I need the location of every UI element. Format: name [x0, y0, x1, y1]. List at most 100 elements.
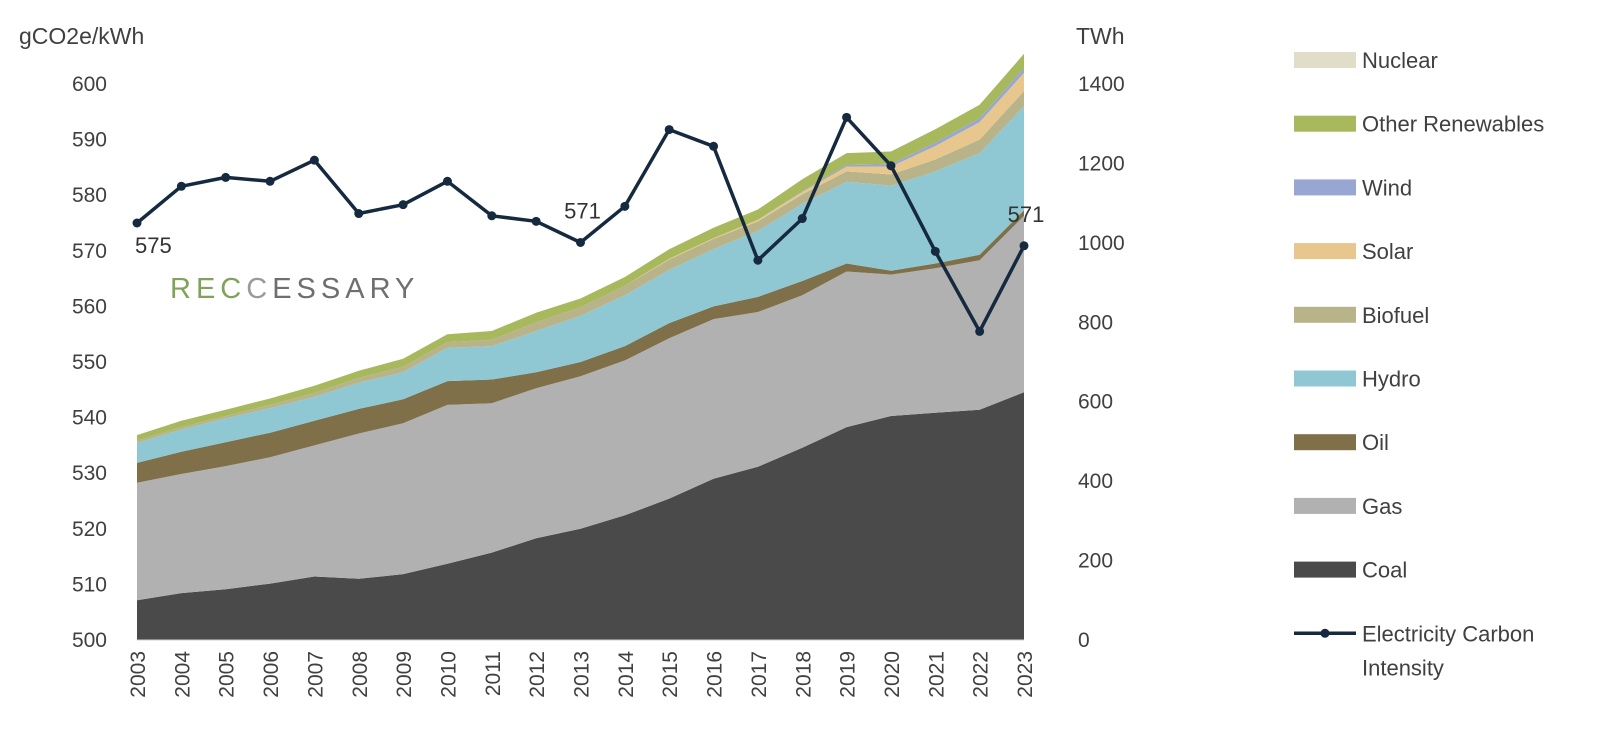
legend-marker	[1320, 628, 1330, 638]
carbon-intensity-point	[753, 255, 763, 265]
y-right-tick-label: 800	[1078, 311, 1113, 334]
data-label: 571	[1008, 202, 1045, 227]
legend-label: Electricity Carbon Intensity	[1362, 621, 1534, 680]
y-left-tick-label: 550	[72, 351, 107, 374]
legend-item-electricity-carbon-intensity: Electricity Carbon Intensity	[1294, 621, 1534, 680]
legend-item-biofuel: Biofuel	[1294, 303, 1429, 328]
legend-swatch	[1294, 434, 1356, 451]
y-right-tick-label: 1200	[1078, 152, 1125, 175]
x-tick-label: 2006	[260, 651, 283, 698]
carbon-intensity-point	[1019, 241, 1029, 251]
y-left-tick-label: 590	[72, 129, 107, 152]
legend-item-nuclear: Nuclear	[1294, 48, 1438, 73]
legend-label: Oil	[1362, 430, 1389, 455]
carbon-intensity-point	[709, 141, 719, 151]
y-right-tick-label: 0	[1078, 629, 1090, 652]
legend-label: Gas	[1362, 494, 1402, 519]
legend-swatch	[1294, 497, 1356, 514]
y-right-tick-label: 1000	[1078, 232, 1125, 255]
legend: Nuclear Other Renewables Wind Solar Biofuel H…	[1294, 48, 1544, 680]
watermark-text: RECCESSARY	[170, 273, 419, 305]
legend-label: Solar	[1362, 239, 1413, 264]
x-tick-label: 2015	[659, 651, 682, 698]
y-left-tick-label: 540	[72, 407, 107, 430]
x-tick-label: 2019	[837, 651, 860, 698]
y-left-tick-label: 500	[72, 629, 107, 652]
area-coal	[137, 392, 1024, 640]
carbon-intensity-point	[886, 161, 896, 171]
x-tick-label: 2003	[127, 651, 150, 698]
x-tick-label: 2021	[925, 651, 948, 698]
y-left-tick-label: 570	[72, 240, 107, 263]
y-left-unit-label: gCO2e/kWh	[19, 23, 144, 49]
area-oil	[137, 210, 1024, 483]
y-right-tick-label: 1400	[1078, 73, 1125, 96]
legend-swatch	[1294, 179, 1356, 196]
x-tick-label: 2008	[349, 651, 372, 698]
x-tick-label: 2018	[792, 651, 815, 698]
area-gas	[137, 215, 1024, 601]
carbon-intensity-point	[930, 246, 940, 256]
x-tick-label: 2022	[970, 651, 993, 698]
legend-item-hydro: Hydro	[1294, 367, 1421, 392]
y-right-tick-label: 600	[1078, 391, 1113, 414]
x-tick-label: 2013	[571, 651, 594, 698]
y-left-tick-label: 510	[72, 573, 107, 596]
y-left-tick-label: 580	[72, 184, 107, 207]
y-right-tick-label: 400	[1078, 470, 1113, 493]
data-label: 575	[135, 233, 172, 258]
x-tick-label: 2004	[171, 651, 194, 698]
y-right-tick-label: 200	[1078, 550, 1113, 573]
legend-item-oil: Oil	[1294, 430, 1389, 455]
y-left-tick-label: 560	[72, 295, 107, 318]
legend-swatch	[1294, 52, 1356, 68]
y-right-unit-label: TWh	[1076, 23, 1125, 49]
legend-label: Wind	[1362, 175, 1412, 200]
x-tick-label: 2012	[526, 651, 549, 698]
stacked-area-group	[137, 53, 1024, 640]
y-left-tick-label: 530	[72, 462, 107, 485]
x-tick-label: 2020	[881, 651, 904, 698]
x-tick-label: 2007	[304, 651, 327, 698]
x-tick-label: 2014	[615, 651, 638, 698]
carbon-intensity-line-group: 575 571 571	[132, 112, 1045, 336]
legend-swatch	[1294, 370, 1356, 387]
axes: 500 510 520 530 540 550 560 570 580 590 600 0 200 400…	[19, 23, 1125, 698]
legend-swatch	[1294, 561, 1356, 578]
carbon-intensity-point	[531, 216, 541, 226]
carbon-intensity-point	[487, 211, 497, 221]
x-tick-label: 2010	[437, 651, 460, 698]
carbon-intensity-point	[842, 112, 852, 122]
carbon-intensity-point	[975, 326, 985, 336]
carbon-intensity-point	[265, 176, 275, 186]
x-tick-label: 2005	[216, 651, 239, 698]
legend-label: Nuclear	[1362, 48, 1438, 73]
y-left-tick-label: 600	[72, 73, 107, 96]
x-tick-label: 2016	[704, 651, 727, 698]
carbon-intensity-point	[221, 172, 231, 182]
y-left-tick-label: 520	[72, 518, 107, 541]
legend-swatch	[1294, 115, 1356, 132]
carbon-intensity-point	[576, 237, 585, 247]
x-tick-label: 2017	[748, 651, 771, 698]
legend-item-wind: Wind	[1294, 175, 1412, 200]
legend-item-other-renewables: Other Renewables	[1294, 112, 1544, 137]
carbon-intensity-point	[176, 181, 186, 191]
carbon-intensity-point	[664, 125, 674, 135]
carbon-intensity-point	[354, 209, 364, 219]
carbon-intensity-point	[309, 155, 319, 165]
carbon-intensity-point	[797, 214, 807, 224]
legend-swatch	[1294, 306, 1356, 323]
legend-swatch	[1294, 243, 1356, 260]
legend-label: Biofuel	[1362, 303, 1429, 328]
carbon-intensity-point	[442, 176, 452, 186]
legend-item-gas: Gas	[1294, 494, 1402, 519]
data-label: 571	[564, 198, 601, 223]
legend-label: Other Renewables	[1362, 112, 1544, 137]
carbon-intensity-point	[132, 218, 142, 228]
legend-item-coal: Coal	[1294, 558, 1407, 583]
watermark-logo: RECCESSARY	[170, 273, 419, 305]
x-tick-label: 2023	[1014, 651, 1037, 698]
carbon-intensity-point	[398, 200, 408, 210]
